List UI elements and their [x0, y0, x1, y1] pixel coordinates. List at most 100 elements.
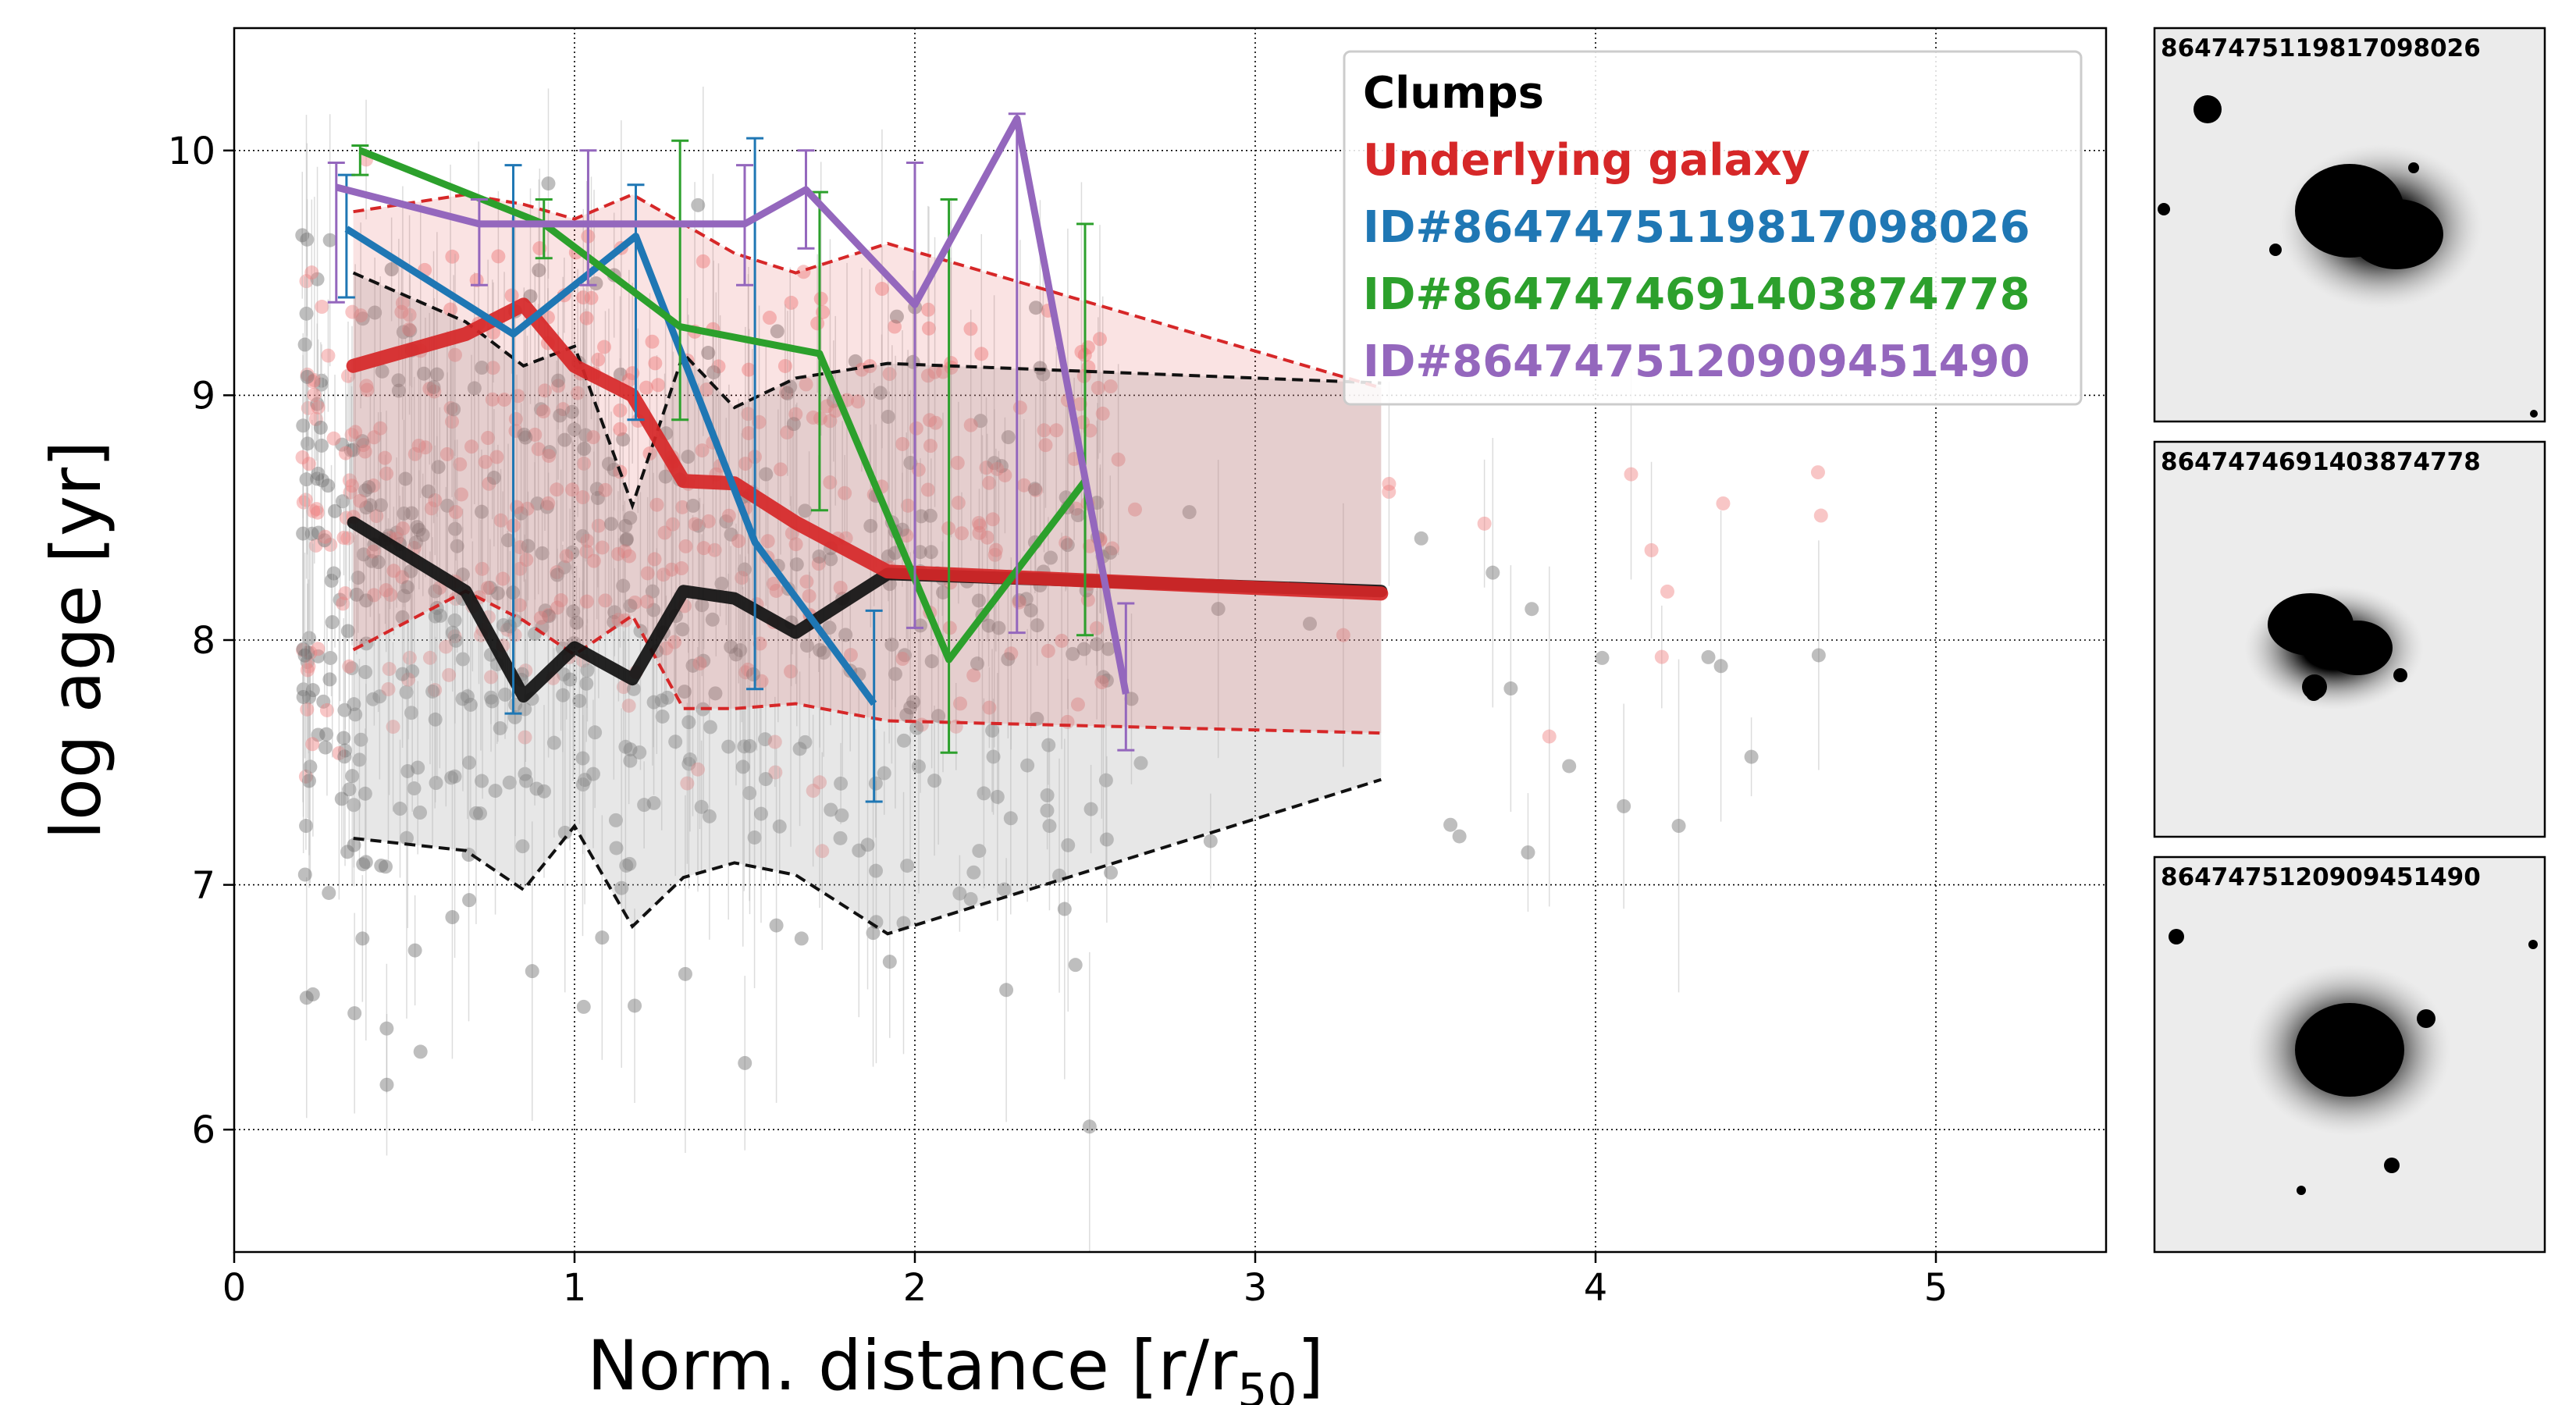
- underlying-point: [336, 530, 351, 545]
- underlying-point: [1644, 542, 1659, 557]
- clump-point: [347, 697, 361, 712]
- clump-point: [585, 767, 600, 781]
- underlying-point: [489, 450, 504, 464]
- clump-point: [529, 781, 544, 796]
- underlying-point: [442, 667, 457, 682]
- underlying-point: [788, 537, 803, 552]
- clump-point: [799, 638, 814, 653]
- x-tick-label: 3: [1244, 1266, 1268, 1310]
- clump-point: [296, 689, 311, 704]
- clump-point: [356, 547, 371, 562]
- clump-point: [396, 325, 411, 340]
- underlying-point: [974, 347, 989, 361]
- underlying-point: [628, 595, 642, 610]
- clump-point: [556, 688, 571, 702]
- x-axis-label-main: Norm. distance [r/r: [587, 1325, 1238, 1405]
- clump-point: [913, 618, 928, 633]
- clump-point: [971, 593, 986, 608]
- clump-point: [1211, 602, 1226, 617]
- x-tick-label: 1: [563, 1266, 587, 1310]
- underlying-point: [512, 598, 527, 613]
- underlying-point: [1382, 476, 1397, 491]
- underlying-point: [802, 589, 817, 603]
- clump-point: [460, 689, 475, 704]
- clump-point: [537, 784, 552, 799]
- clump-point: [646, 695, 661, 710]
- clump-point: [623, 510, 638, 525]
- underlying-point: [481, 431, 496, 446]
- underlying-point: [988, 542, 1003, 557]
- clump-point: [703, 720, 717, 735]
- underlying-point: [920, 368, 935, 383]
- clump-point: [701, 346, 716, 361]
- underlying-point: [754, 674, 769, 688]
- underlying-point: [445, 249, 460, 264]
- clump-point: [347, 838, 361, 852]
- underlying-point: [598, 482, 613, 497]
- clump-point: [966, 865, 981, 880]
- clump-point: [1061, 838, 1076, 852]
- underlying-point: [395, 296, 410, 311]
- clump-point: [444, 770, 459, 785]
- clump-point: [628, 998, 642, 1013]
- underlying-point: [491, 249, 506, 264]
- clump-point: [564, 404, 579, 419]
- y-tick-label: 9: [191, 374, 215, 418]
- underlying-point: [774, 462, 788, 477]
- clump-point: [595, 930, 610, 945]
- underlying-point: [321, 348, 336, 363]
- clump-point: [1521, 845, 1535, 860]
- underlying-point: [678, 539, 693, 553]
- clump-point: [393, 802, 407, 816]
- clump-point: [1076, 642, 1091, 656]
- underlying-point: [306, 503, 321, 518]
- underlying-point: [742, 362, 756, 377]
- underlying-point: [901, 498, 916, 513]
- underlying-point: [766, 576, 781, 591]
- clump-point: [557, 825, 572, 840]
- clump-point: [502, 775, 517, 790]
- clump-point: [863, 518, 878, 533]
- underlying-point: [640, 566, 655, 581]
- underlying-point: [464, 439, 479, 454]
- clump-point: [1020, 758, 1035, 773]
- clump-point: [882, 955, 897, 969]
- clump-point: [923, 508, 938, 523]
- clump-point: [1003, 811, 1018, 826]
- clump-point: [296, 526, 311, 541]
- underlying-point: [1716, 496, 1731, 510]
- clump-point: [428, 712, 443, 727]
- underlying-point: [319, 702, 334, 717]
- clump-point: [936, 585, 951, 599]
- clump-point: [747, 830, 762, 845]
- underlying-point: [954, 526, 969, 541]
- clump-point: [569, 615, 584, 630]
- underlying-point: [973, 518, 987, 533]
- underlying-point: [645, 334, 660, 349]
- underlying-point: [443, 302, 458, 317]
- clump-point: [868, 776, 883, 791]
- clump-point: [619, 532, 634, 547]
- clump-point: [475, 504, 489, 519]
- underlying-point: [518, 663, 533, 678]
- underlying-point: [921, 321, 936, 336]
- underlying-point: [486, 361, 500, 375]
- clump-point: [576, 999, 591, 1014]
- underlying-point: [411, 438, 426, 453]
- x-axis-label-end: ]: [1297, 1325, 1324, 1405]
- clump-point: [1103, 546, 1118, 560]
- underlying-band-lower: [352, 589, 1382, 735]
- clump-point: [323, 650, 338, 665]
- underlying-point: [511, 389, 525, 404]
- clump-point: [990, 789, 1005, 804]
- underlying-point: [579, 594, 594, 609]
- clump-point: [623, 742, 638, 757]
- clump-point: [391, 373, 406, 388]
- underlying-point: [575, 490, 590, 505]
- underlying-point: [701, 514, 716, 528]
- clump-point: [1525, 602, 1539, 617]
- clump-point: [445, 910, 460, 925]
- underlying-point: [806, 410, 820, 425]
- underlying-point: [647, 552, 662, 567]
- underlying-point: [378, 450, 393, 465]
